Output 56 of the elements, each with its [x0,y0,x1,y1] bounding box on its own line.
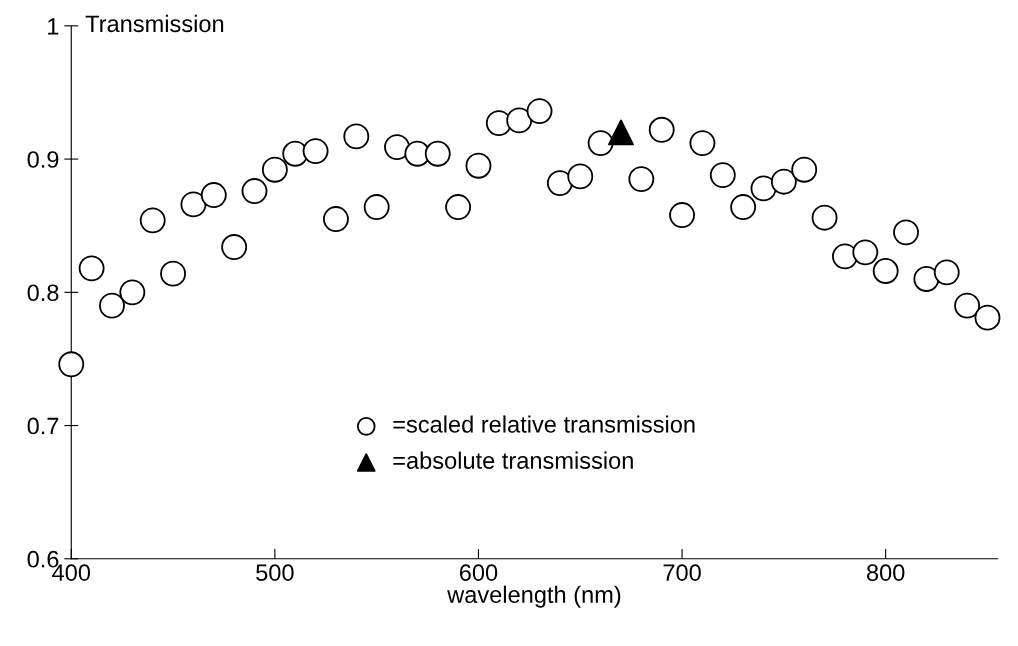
point [343,123,370,150]
point [282,140,309,167]
point [669,202,695,228]
point [424,140,451,167]
y-tick-label: 0.9 [27,151,59,168]
point [709,162,736,188]
point [750,175,777,202]
point [363,194,390,220]
point [526,98,553,125]
point [587,130,614,157]
point [261,156,288,183]
point [221,234,248,260]
x-tick-label: 600 [459,564,498,581]
point [954,292,981,319]
y-axis-title: Transmission [85,14,224,33]
point [628,166,655,192]
point [384,134,410,161]
point [465,152,492,179]
point [689,130,716,157]
legend-label: =absolute transmission [393,451,633,469]
point [811,204,838,231]
point [99,292,125,319]
point [58,351,85,378]
x-axis-title: wavelength (nm) [447,585,621,608]
point [648,116,675,143]
y-tick-label: 0.8 [27,284,59,302]
point [78,255,105,282]
point [200,182,227,208]
point [485,110,512,137]
point [974,304,1001,331]
point [119,279,146,306]
y-tick-label: 0.7 [27,417,59,435]
point [913,266,940,292]
x-tick-label: 700 [663,564,701,581]
point [791,156,818,183]
point [180,191,207,218]
point [608,119,634,146]
point [770,168,797,195]
point [852,239,879,266]
point [241,178,268,204]
point [445,194,472,220]
y-tick-label: 1 [48,18,59,35]
point [546,170,573,196]
x-tick-label: 800 [866,564,905,581]
point [302,138,329,165]
x-tick-label: 500 [256,564,294,581]
point [730,194,757,220]
point [506,107,533,134]
point [893,219,919,246]
point [139,207,166,234]
point [323,206,349,232]
legend-label: =scaled relative transmission [393,415,695,433]
point [933,259,960,286]
point [567,163,594,190]
point [872,258,899,284]
point [160,260,186,287]
